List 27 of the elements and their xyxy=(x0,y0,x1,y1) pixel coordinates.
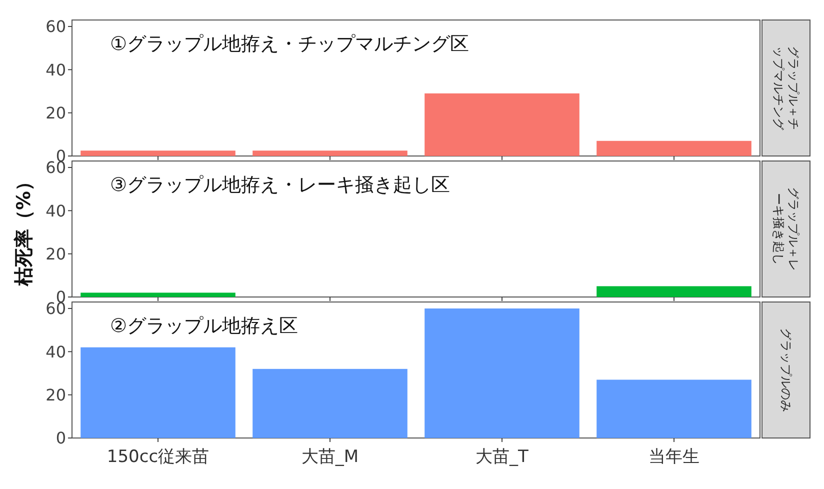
y-tick-label: 20 xyxy=(46,385,66,404)
y-tick-label: 40 xyxy=(46,201,66,220)
y-tick-label: 0 xyxy=(56,428,66,448)
x-tick-label: 150cc従来苗 xyxy=(106,447,210,467)
x-tick-label: 大苗_T xyxy=(476,447,530,467)
y-tick-label: 40 xyxy=(46,60,66,80)
bar xyxy=(80,347,236,438)
y-tick-label: 20 xyxy=(46,103,66,122)
x-tick-label: 大苗_M xyxy=(301,447,359,467)
bar xyxy=(252,150,408,156)
y-tick-label: 60 xyxy=(46,17,66,36)
bar xyxy=(424,308,580,438)
bar xyxy=(596,140,752,156)
y-tick-label: 20 xyxy=(46,244,66,264)
bar xyxy=(252,368,408,438)
text: ②グラップル地拵え区 xyxy=(110,315,298,337)
y-axis-title: 枯死率（%） xyxy=(13,172,35,288)
text: ③グラップル地拵え・レーキ掻き起し区 xyxy=(110,174,450,196)
text: グラップル＋レーキ掻き起し xyxy=(771,187,800,271)
x-tick-label: 当年生 xyxy=(648,447,700,467)
y-tick-label: 40 xyxy=(46,342,66,362)
text: グラップルのみ xyxy=(778,328,793,412)
bar xyxy=(80,150,236,156)
text: グラップル＋チップマルチング xyxy=(771,46,800,131)
bar xyxy=(596,380,752,438)
text: ①グラップル地拵え・チップマルチング区 xyxy=(110,33,470,55)
bar xyxy=(424,93,580,156)
